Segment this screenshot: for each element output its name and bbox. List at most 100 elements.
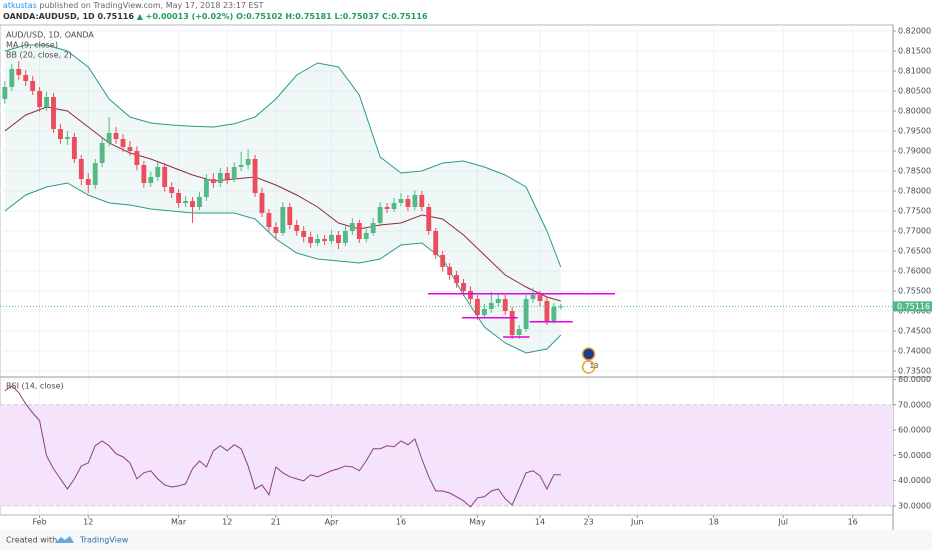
event-icon	[581, 347, 596, 361]
legend-entry: AUD/USD, 1D, OANDA	[6, 31, 94, 40]
candle-body	[64, 137, 70, 139]
published: published on TradingView.com, May 17, 20…	[39, 1, 264, 10]
symbol-line: OANDA:AUDUSD, 1D 0.75116 ▲ +0.00013 (+0.…	[3, 12, 428, 21]
x-tick-label: 16	[848, 518, 858, 527]
candle-body	[224, 173, 230, 179]
y-tick-label: 0.73500	[898, 367, 931, 376]
candle-body	[329, 235, 334, 241]
candle-body	[530, 295, 536, 299]
y-tick-label: 0.82000	[898, 27, 931, 36]
candle-body	[301, 231, 307, 237]
candle-body	[481, 309, 487, 315]
legend-entry: MA (9, close)	[6, 41, 58, 50]
y-tick-label: 0.74500	[898, 327, 931, 336]
footer-brand[interactable]: TradingView	[79, 536, 129, 545]
y-tick-label: 0.81500	[898, 47, 931, 56]
candle-body	[398, 199, 404, 203]
author[interactable]: atkustas	[3, 1, 37, 10]
candle-body	[412, 195, 418, 207]
y-tick-label: 0.78000	[898, 187, 931, 196]
x-tick-label: Jul	[777, 518, 788, 527]
candle-body	[127, 147, 133, 151]
candle-body	[294, 225, 300, 231]
symbol: OANDA:AUDUSD, 1D	[3, 12, 95, 21]
y-tick-label: 0.77000	[898, 227, 931, 236]
candle-body	[384, 207, 390, 209]
legend-entry: BB (20, close, 2)	[6, 51, 72, 60]
candle-body	[405, 199, 411, 207]
candle-body	[419, 195, 425, 207]
x-tick-label: 14	[535, 518, 545, 527]
footer-created: Created with	[6, 536, 57, 545]
candle-body	[433, 231, 439, 255]
x-tick-label: May	[469, 518, 486, 527]
candle-body	[454, 275, 460, 283]
bb-upper-line	[4, 44, 562, 268]
candle-body	[273, 227, 279, 233]
candle-body	[37, 91, 43, 107]
candle-body	[336, 235, 341, 243]
candle-body	[391, 203, 397, 209]
last-price-label: 0.75116	[897, 302, 930, 311]
candle-body	[71, 137, 77, 159]
y-tick-label: 0.76500	[898, 247, 931, 256]
candle-body	[169, 187, 175, 193]
candle-body	[356, 223, 362, 239]
x-tick-label: 18	[709, 518, 719, 527]
header-line: atkustas published on TradingView.com, M…	[3, 1, 264, 10]
frame	[0, 24, 894, 516]
y-tick-label: 0.75500	[898, 287, 931, 296]
price: 0.75116	[97, 12, 134, 21]
candle-body	[197, 197, 202, 207]
candle-body	[217, 173, 223, 183]
candle-body	[106, 133, 112, 143]
candle-body	[162, 167, 168, 187]
candle-body	[315, 239, 321, 243]
change: ▲ +0.00013 (+0.02%)	[136, 12, 234, 21]
x-tick-label: Apr	[325, 518, 340, 527]
candle-body	[78, 159, 84, 179]
y-tick-label: 0.79000	[898, 147, 931, 156]
candle-body	[58, 129, 63, 139]
x-tick-label: 23	[584, 518, 594, 527]
event-icon	[581, 360, 596, 374]
candle-body	[322, 239, 327, 241]
candle-body	[551, 307, 557, 321]
candle-body	[266, 213, 272, 227]
candle-body	[9, 69, 15, 87]
candle-body	[2, 87, 8, 99]
candle-body	[426, 207, 432, 231]
candle-body	[516, 329, 522, 335]
candle-body	[99, 143, 105, 163]
candle-body	[85, 179, 91, 185]
y-tick-label: 40.0000	[898, 476, 931, 485]
x-tick-label: Feb	[33, 518, 47, 527]
candle-body	[377, 207, 383, 223]
candle-body	[488, 303, 494, 309]
candle-body	[287, 207, 293, 225]
x-tick-label: 16	[396, 518, 406, 527]
candle-body	[259, 193, 265, 213]
footer-bg	[0, 530, 932, 550]
candle-body	[120, 139, 126, 147]
candle-body	[349, 223, 355, 231]
rsi-band	[0, 404, 893, 506]
y-tick-label: 0.77500	[898, 207, 931, 216]
candle-body	[502, 299, 508, 311]
candle-body	[252, 159, 258, 193]
candle-body	[16, 69, 22, 75]
candle-body	[203, 179, 209, 197]
candle-body	[23, 75, 29, 81]
candle-body	[308, 237, 314, 243]
rsi-line	[4, 385, 561, 508]
y-tick-label: 0.81000	[898, 67, 931, 76]
candle-body	[155, 167, 161, 177]
candle-body	[238, 165, 244, 167]
candle-body	[231, 167, 237, 179]
candle-body	[558, 306, 564, 308]
candle-body	[190, 201, 195, 207]
candle-body	[280, 207, 286, 233]
candle-body	[523, 299, 529, 329]
